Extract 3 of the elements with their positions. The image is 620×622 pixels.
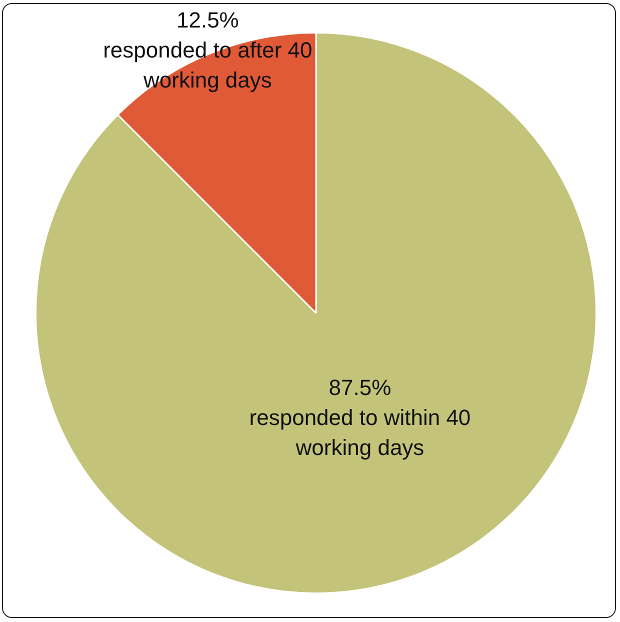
data-label: 12.5% — [176, 8, 239, 33]
data-label: 87.5% — [328, 375, 392, 400]
slice-label: responded to within 40 working days — [249, 405, 471, 460]
